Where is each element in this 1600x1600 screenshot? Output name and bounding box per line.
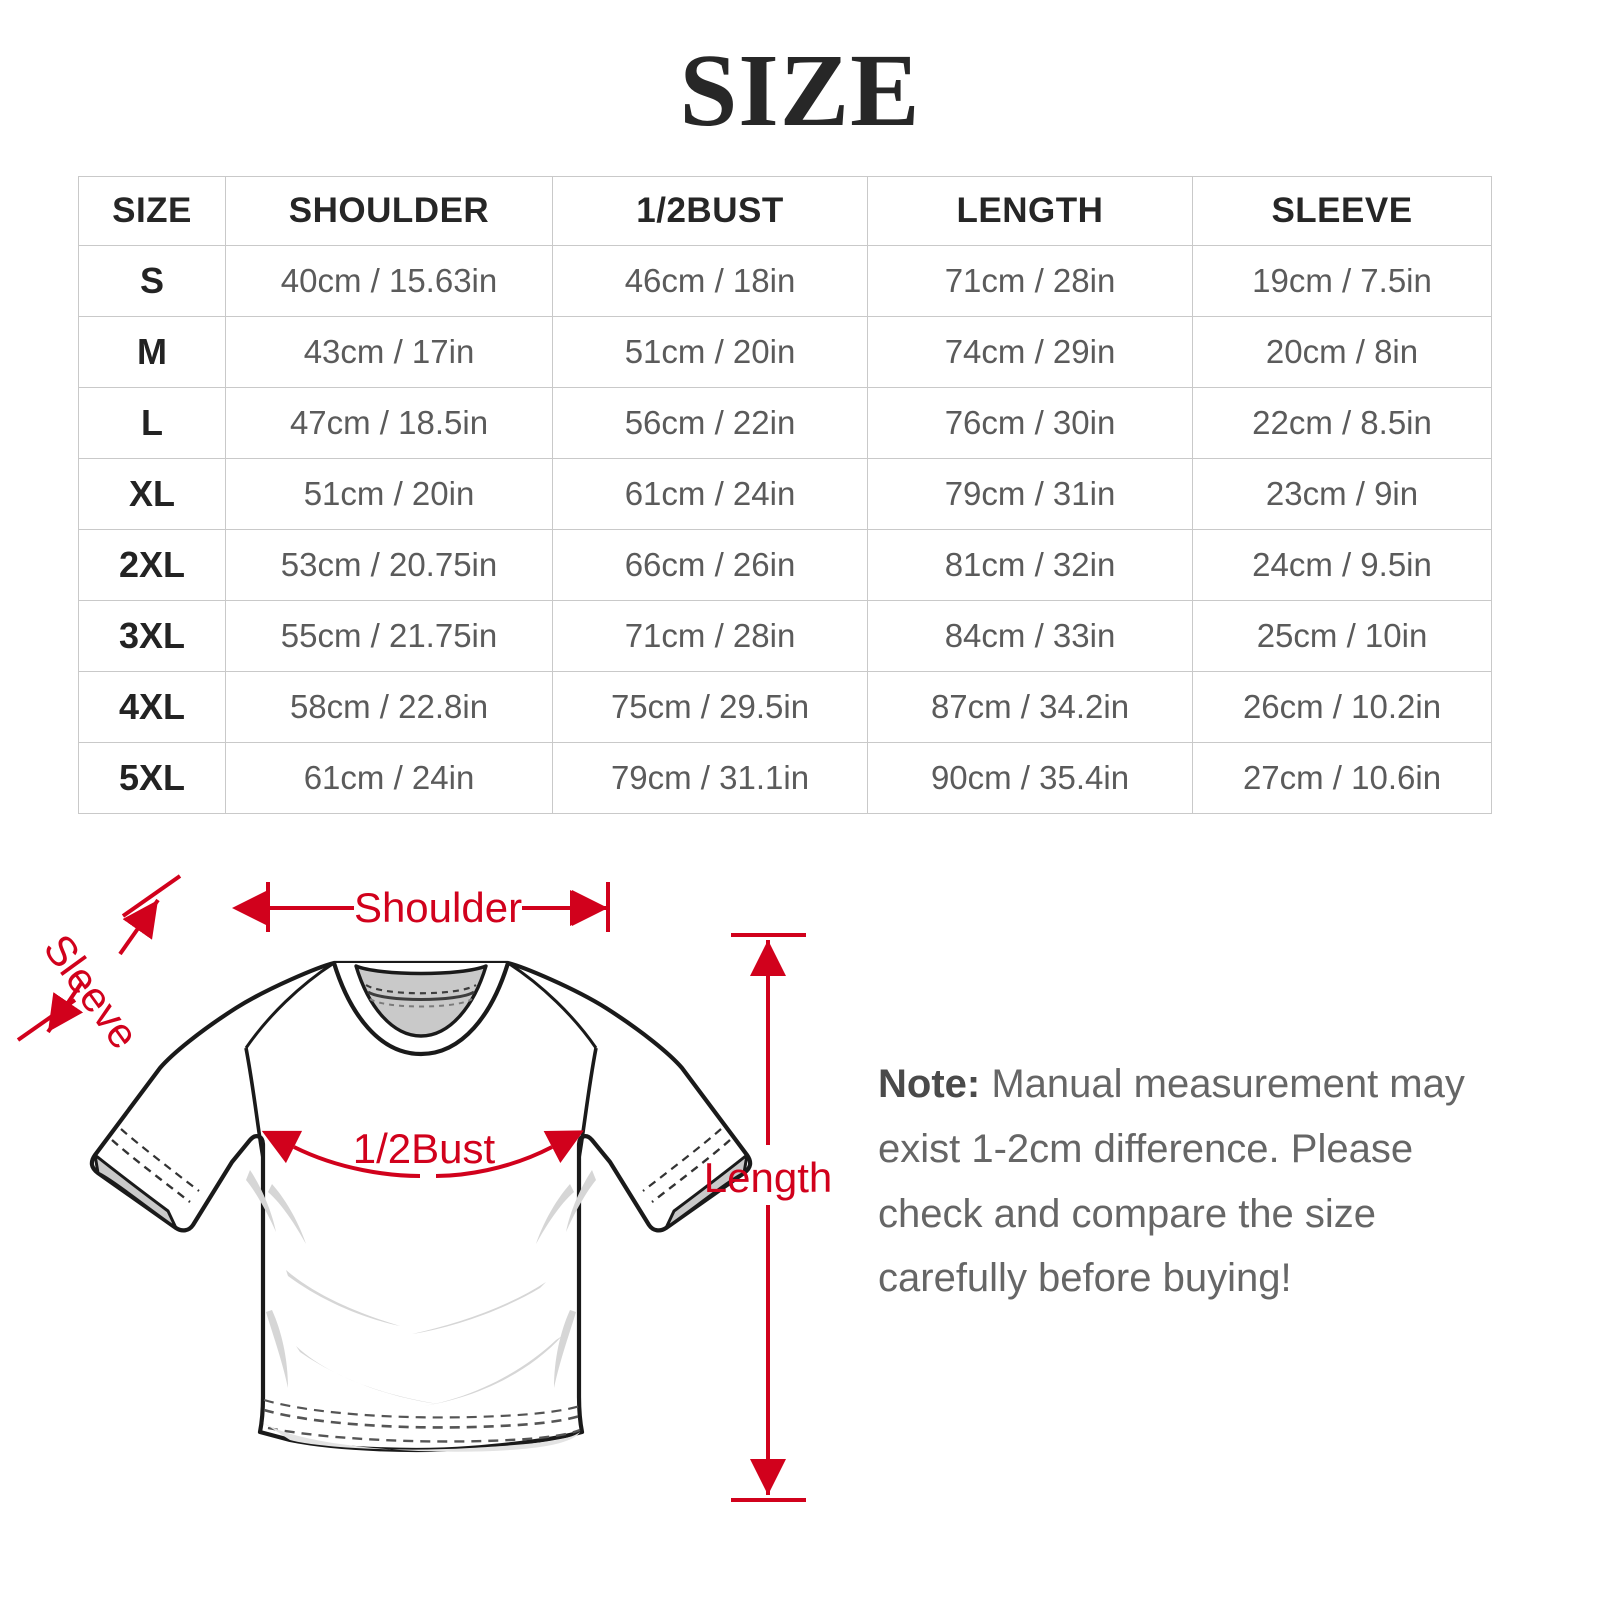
bust-label: 1/2Bust: [353, 1125, 496, 1172]
shoulder-label: Shoulder: [354, 884, 522, 931]
cell-size: 2XL: [78, 529, 226, 601]
column-header-length: LENGTH: [867, 176, 1193, 246]
sleeve-dimension: [16, 874, 182, 1042]
cell-shoulder: 61cm / 24in: [225, 742, 553, 814]
column-header-bust: 1/2BUST: [552, 176, 868, 246]
cell-shoulder: 53cm / 20.75in: [225, 529, 553, 601]
column-header-sleeve: SLEEVE: [1192, 176, 1492, 246]
measurement-diagram: Shoulder Sleeve 1/2Bust Length: [0, 840, 880, 1560]
cell-sleeve: 23cm / 9in: [1192, 458, 1492, 530]
cell-shoulder: 55cm / 21.75in: [225, 600, 553, 672]
cell-size: L: [78, 387, 226, 459]
table-row: XL 51cm / 20in 61cm / 24in 79cm / 31in 2…: [78, 458, 1492, 530]
cell-length: 90cm / 35.4in: [867, 742, 1193, 814]
length-label: Length: [704, 1154, 832, 1201]
length-dimension: [731, 933, 806, 1502]
cell-bust: 71cm / 28in: [552, 600, 868, 672]
cell-length: 84cm / 33in: [867, 600, 1193, 672]
cell-size: S: [78, 245, 226, 317]
cell-shoulder: 40cm / 15.63in: [225, 245, 553, 317]
cell-length: 87cm / 34.2in: [867, 671, 1193, 743]
sleeve-label: Sleeve: [35, 926, 149, 1058]
cell-sleeve: 24cm / 9.5in: [1192, 529, 1492, 601]
cell-shoulder: 47cm / 18.5in: [225, 387, 553, 459]
page-title: SIZE: [679, 33, 921, 148]
cell-size: M: [78, 316, 226, 388]
table-header-row: SIZE SHOULDER 1/2BUST LENGTH SLEEVE: [78, 176, 1492, 246]
note-block: Note: Manual measurement may exist 1-2cm…: [878, 1052, 1498, 1311]
shoulder-dimension-lines: [234, 882, 610, 932]
cell-bust: 61cm / 24in: [552, 458, 868, 530]
table-row: L 47cm / 18.5in 56cm / 22in 76cm / 30in …: [78, 387, 1492, 459]
cell-length: 74cm / 29in: [867, 316, 1193, 388]
bust-dimension: [261, 1130, 584, 1178]
cell-shoulder: 58cm / 22.8in: [225, 671, 553, 743]
cell-shoulder: 51cm / 20in: [225, 458, 553, 530]
cell-size: XL: [78, 458, 226, 530]
cell-length: 81cm / 32in: [867, 529, 1193, 601]
cell-size: 4XL: [78, 671, 226, 743]
cell-sleeve: 20cm / 8in: [1192, 316, 1492, 388]
table-row: S 40cm / 15.63in 46cm / 18in 71cm / 28in…: [78, 245, 1492, 317]
column-header-size: SIZE: [78, 176, 226, 246]
cell-sleeve: 22cm / 8.5in: [1192, 387, 1492, 459]
cell-bust: 79cm / 31.1in: [552, 742, 868, 814]
table-row: M 43cm / 17in 51cm / 20in 74cm / 29in 20…: [78, 316, 1492, 388]
note-text: Manual measurement may exist 1-2cm diffe…: [878, 1062, 1465, 1301]
table-row: 2XL 53cm / 20.75in 66cm / 26in 81cm / 32…: [78, 529, 1492, 601]
cell-bust: 51cm / 20in: [552, 316, 868, 388]
cell-length: 79cm / 31in: [867, 458, 1193, 530]
cell-sleeve: 26cm / 10.2in: [1192, 671, 1492, 743]
table-row: 4XL 58cm / 22.8in 75cm / 29.5in 87cm / 3…: [78, 671, 1492, 743]
cell-sleeve: 19cm / 7.5in: [1192, 245, 1492, 317]
cell-bust: 56cm / 22in: [552, 387, 868, 459]
note-label: Note:: [878, 1062, 981, 1106]
cell-bust: 46cm / 18in: [552, 245, 868, 317]
cell-size: 5XL: [78, 742, 226, 814]
cell-bust: 75cm / 29.5in: [552, 671, 868, 743]
cell-shoulder: 43cm / 17in: [225, 316, 553, 388]
cell-bust: 66cm / 26in: [552, 529, 868, 601]
table-row: 5XL 61cm / 24in 79cm / 31.1in 90cm / 35.…: [78, 742, 1492, 814]
cell-sleeve: 27cm / 10.6in: [1192, 742, 1492, 814]
column-header-shoulder: SHOULDER: [225, 176, 553, 246]
cell-length: 71cm / 28in: [867, 245, 1193, 317]
cell-length: 76cm / 30in: [867, 387, 1193, 459]
cell-size: 3XL: [78, 600, 226, 672]
tshirt-illustration: [89, 960, 753, 1453]
cell-sleeve: 25cm / 10in: [1192, 600, 1492, 672]
size-chart-table: SIZE SHOULDER 1/2BUST LENGTH SLEEVE S 40…: [78, 176, 1492, 814]
table-row: 3XL 55cm / 21.75in 71cm / 28in 84cm / 33…: [78, 600, 1492, 672]
